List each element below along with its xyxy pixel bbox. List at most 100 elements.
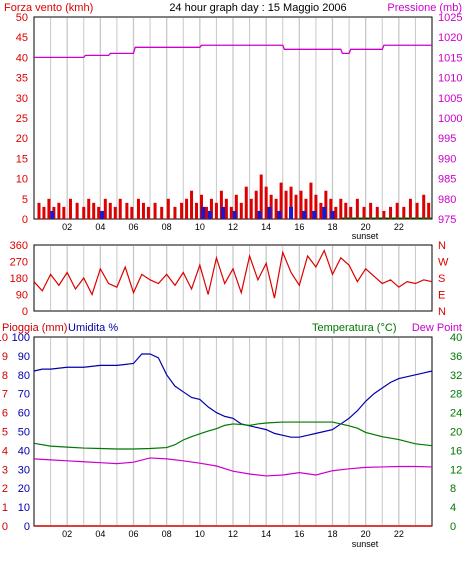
gust-bar [201,206,206,219]
y-tick-label-humidity: 10 [18,502,30,514]
y-tick-label-rain: 1 [2,502,8,514]
x-tick-label: 16 [294,222,304,232]
temperature-axis-title: Temperatura (°C) [312,322,396,334]
wind-speed-bar [408,198,412,219]
wind-speed-bar [319,202,323,219]
wind-speed-bar [284,190,288,219]
y-tick-label-wind: 30 [16,93,28,105]
wind-speed-bar [87,198,91,219]
y-tick-label-humidity: 80 [18,370,30,382]
y-tick-label-pressure: 980 [438,194,456,206]
chart-title: 24 hour graph day : 15 Maggio 2006 [169,2,346,14]
pressure-line [34,44,432,59]
y-tick-label-direction: 180 [10,273,28,285]
y-tick-label-pressure: 1005 [438,93,462,105]
y-tick-label-pressure: 995 [438,133,456,145]
y-tick-label-direction: 270 [10,257,28,269]
y-tick-label-wind: 15 [16,153,28,165]
gust-bar [232,210,237,219]
wind-speed-bar [402,206,406,219]
wind-speed-bar [239,202,243,219]
y-tick-label-humidity: 60 [18,408,30,420]
wind-speed-bar [274,198,278,219]
y-tick-label-rain: 7 [2,389,8,401]
temperature-line [33,421,433,450]
gust-bar [50,210,55,219]
y-tick-label-temperature: 4 [450,502,456,514]
sunset-label: sunset [352,231,379,241]
wind-speed-bar [47,198,51,219]
y-tick-label-rain: 2 [2,483,8,495]
y-tick-label-direction: 360 [10,240,28,252]
y-tick-label-temperature: 12 [450,464,462,476]
y-tick-label-humidity: 90 [18,351,30,363]
x-tick-label: 16 [294,529,304,539]
y-tick-label-wind: 45 [16,32,28,44]
wind-speed-bar [279,182,283,219]
gust-bar [322,206,327,219]
x-tick-label: 14 [261,222,271,232]
y-tick-label-wind: 5 [22,194,28,206]
wind-speed-bar [118,198,122,219]
wind-speed-bar [125,202,129,219]
wind-speed-bar [369,202,373,219]
wind-speed-bar [395,202,399,219]
compass-label: S [438,273,445,285]
wind-speed-bar [294,194,298,219]
wind-speed-bar [329,198,333,219]
y-tick-label-pressure: 1025 [438,12,462,24]
wind-speed-bar [344,202,348,219]
wind-speed-bar [362,206,366,219]
gust-bar [312,210,317,219]
pressure-axis-title: Pressione (mb) [387,2,462,14]
wind-speed-bar [180,202,184,219]
y-tick-label-humidity: 0 [24,521,30,533]
y-tick-label-temperature: 32 [450,370,462,382]
y-tick-label-pressure: 990 [438,153,456,165]
wind-speed-bar [214,202,218,219]
wind-speed-bar [130,206,134,219]
wind-speed-bar [422,194,426,219]
wind-speed-bar [190,190,194,219]
x-tick-label: 04 [95,529,105,539]
wind-speed-bar [389,206,393,219]
y-tick-label-humidity: 100 [12,332,30,344]
dewpoint-axis-title: Dew Point [412,322,462,334]
y-tick-label-temperature: 40 [450,332,462,344]
dewpoint-line [33,457,433,477]
y-tick-label-wind: 0 [22,214,28,226]
y-tick-label-temperature: 8 [450,483,456,495]
wind-speed-bar [103,198,107,219]
y-tick-label-temperature: 0 [450,521,456,533]
rain-axis-title: Pioggia (mm) [2,322,67,334]
wind-speed-bar [37,202,41,219]
wind-speed-bar [185,198,189,219]
x-tick-label: 18 [327,529,337,539]
wind-panel: 02 04 06 08 10 12 14 16 18 20 22051015202530354045… [16,12,463,232]
y-tick-label-humidity: 20 [18,483,30,495]
wind-speed-bar [57,202,61,219]
wind-speed-bar [289,186,293,219]
wind-speed-bar [68,198,72,219]
wind-speed-bar [259,174,263,219]
wind-speed-bar [146,206,150,219]
x-tick-label: 12 [228,222,238,232]
wind-speed-bar [299,190,303,219]
y-tick-label-direction: 0 [22,306,28,318]
x-tick-label: 20 [361,529,371,539]
wind-speed-bar [209,198,213,219]
wind-speed-bar [349,206,353,219]
y-tick-label-pressure: 985 [438,174,456,186]
wind-speed-bar [136,198,140,219]
wind-speed-bar [314,194,318,219]
y-tick-label-wind: 10 [16,174,28,186]
y-tick-label-pressure: 1000 [438,113,462,125]
y-tick-label-wind: 20 [16,133,28,145]
x-tick-label: 22 [394,222,404,232]
y-tick-label-rain: 3 [2,464,8,476]
y-tick-label-temperature: 16 [450,445,462,457]
x-tick-label: 14 [261,529,271,539]
y-tick-label-rain: 10 [0,332,8,344]
